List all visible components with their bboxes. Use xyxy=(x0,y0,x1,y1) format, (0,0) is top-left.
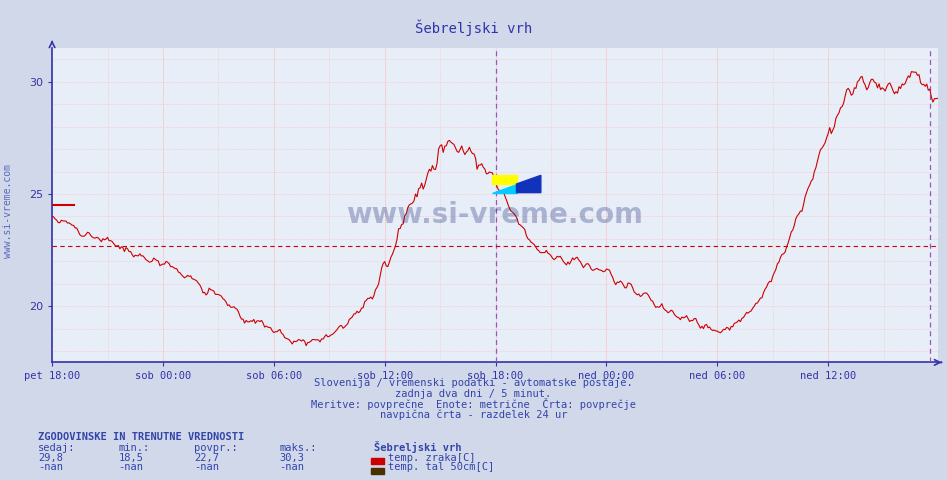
Text: 18,5: 18,5 xyxy=(118,453,143,463)
Text: sedaj:: sedaj: xyxy=(38,443,76,453)
Text: 29,8: 29,8 xyxy=(38,453,63,463)
Polygon shape xyxy=(492,184,516,192)
Text: Meritve: povprečne  Enote: metrične  Črta: povprečje: Meritve: povprečne Enote: metrične Črta:… xyxy=(311,397,636,409)
Text: -nan: -nan xyxy=(194,462,219,472)
Bar xyxy=(492,175,516,184)
Text: temp. tal 50cm[C]: temp. tal 50cm[C] xyxy=(388,462,494,472)
Text: www.si-vreme.com: www.si-vreme.com xyxy=(347,201,643,228)
Text: temp. zraka[C]: temp. zraka[C] xyxy=(388,453,475,463)
Text: 22,7: 22,7 xyxy=(194,453,219,463)
Text: -nan: -nan xyxy=(279,462,304,472)
Text: www.si-vreme.com: www.si-vreme.com xyxy=(3,164,12,258)
Text: min.:: min.: xyxy=(118,443,150,453)
Text: zadnja dva dni / 5 minut.: zadnja dva dni / 5 minut. xyxy=(396,389,551,399)
Text: 30,3: 30,3 xyxy=(279,453,304,463)
Text: navpična črta - razdelek 24 ur: navpična črta - razdelek 24 ur xyxy=(380,409,567,420)
Text: -nan: -nan xyxy=(118,462,143,472)
Text: povpr.:: povpr.: xyxy=(194,443,238,453)
Text: -nan: -nan xyxy=(38,462,63,472)
Text: maks.:: maks.: xyxy=(279,443,317,453)
Polygon shape xyxy=(516,175,541,192)
Text: Šebreljski vrh: Šebreljski vrh xyxy=(415,20,532,36)
Text: Slovenija / vremenski podatki - avtomatske postaje.: Slovenija / vremenski podatki - avtomats… xyxy=(314,378,633,388)
Text: ZGODOVINSKE IN TRENUTNE VREDNOSTI: ZGODOVINSKE IN TRENUTNE VREDNOSTI xyxy=(38,432,244,442)
Text: Šebreljski vrh: Šebreljski vrh xyxy=(374,441,461,453)
